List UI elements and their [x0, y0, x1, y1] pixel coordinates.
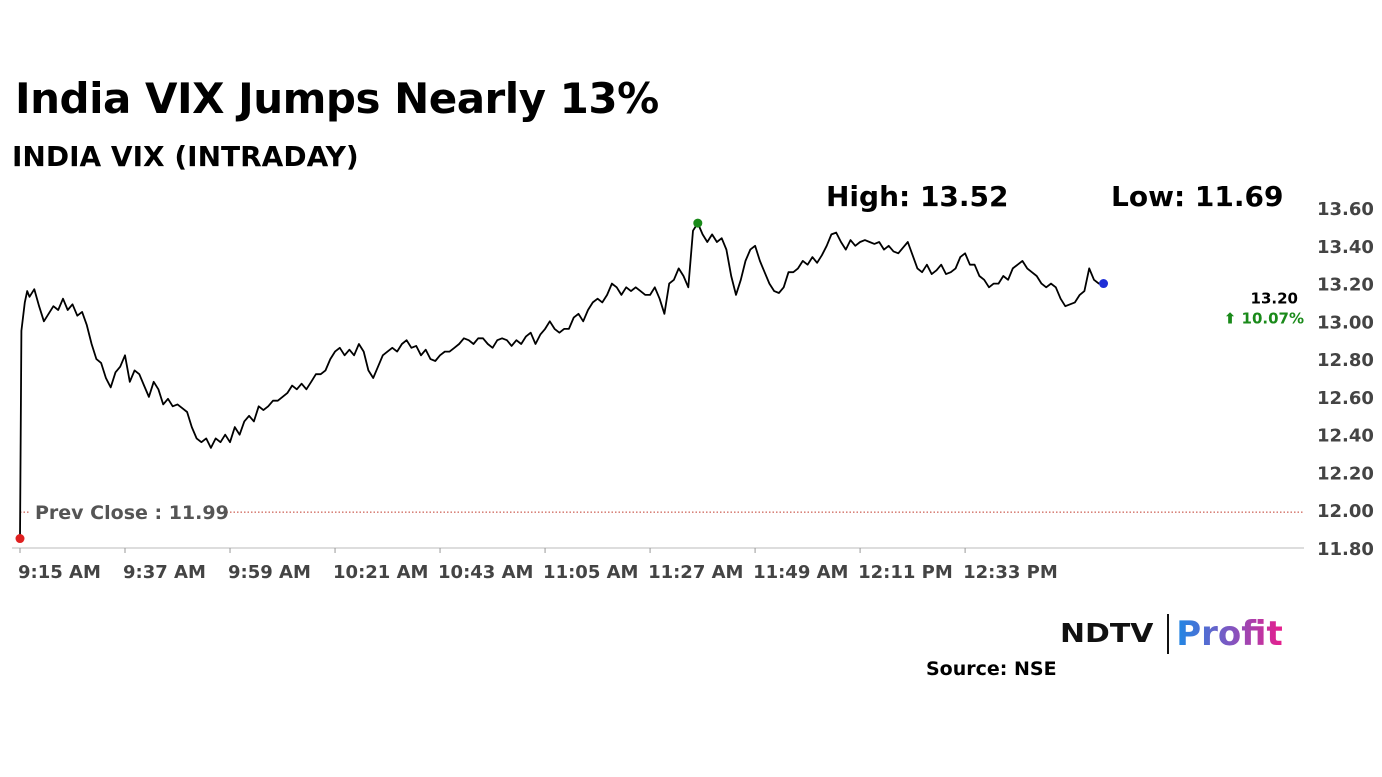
source-note: Source: NSE: [926, 658, 1057, 680]
x-tick-label: 9:15 AM: [18, 562, 101, 583]
low-label: Low: 11.69: [1111, 180, 1284, 213]
x-tick-label: 12:11 PM: [858, 562, 953, 583]
y-tick-label: 13.20: [1317, 275, 1374, 296]
y-tick-label: 12.00: [1317, 501, 1374, 522]
x-tick-label: 12:33 PM: [963, 562, 1058, 583]
x-tick-label: 9:59 AM: [228, 562, 311, 583]
y-tick-label: 11.80: [1317, 539, 1374, 560]
x-tick-label: 10:43 AM: [438, 562, 533, 583]
prev-close-label: Prev Close : 11.99: [35, 502, 229, 524]
x-tick-label: 11:27 AM: [648, 562, 743, 583]
y-tick-label: 12.80: [1317, 350, 1374, 371]
x-tick-label: 11:49 AM: [753, 562, 848, 583]
low-marker: [15, 534, 25, 544]
ndtv-profit-logo: NDTV Profit: [1060, 612, 1283, 656]
chart-subtitle: INDIA VIX (INTRADAY): [12, 140, 359, 173]
x-tick-label: 10:21 AM: [333, 562, 428, 583]
logo-profit-text: Profit: [1176, 614, 1283, 654]
x-tick-label: 9:37 AM: [123, 562, 206, 583]
logo-ndtv-text: NDTV: [1060, 619, 1154, 649]
y-tick-label: 12.60: [1317, 388, 1374, 409]
high-marker: [693, 218, 703, 228]
prev-close-label-bg: [30, 499, 222, 526]
x-tick-label: 11:05 AM: [543, 562, 638, 583]
last-value-marker: [1099, 279, 1109, 289]
last-value-label: 13.20: [1251, 290, 1298, 308]
change-percent-label: ⬆ 10.07%: [1224, 310, 1304, 328]
y-tick-label: 13.60: [1317, 199, 1374, 220]
logo-divider: [1167, 614, 1170, 654]
y-tick-label: 13.40: [1317, 237, 1374, 258]
y-tick-label: 12.20: [1317, 463, 1374, 484]
vix-series-line: [19, 222, 1104, 539]
chart-headline: India VIX Jumps Nearly 13%: [15, 74, 659, 123]
y-tick-label: 13.00: [1317, 312, 1374, 333]
y-tick-label: 12.40: [1317, 426, 1374, 447]
last-value-bg: [1246, 288, 1302, 309]
high-label: High: 13.52: [826, 180, 1009, 213]
vix-line-chart: 9:15 AM 9:37 AM 9:59 AM 10:21 AM 10:43 AM 11:…: [12, 199, 1374, 583]
